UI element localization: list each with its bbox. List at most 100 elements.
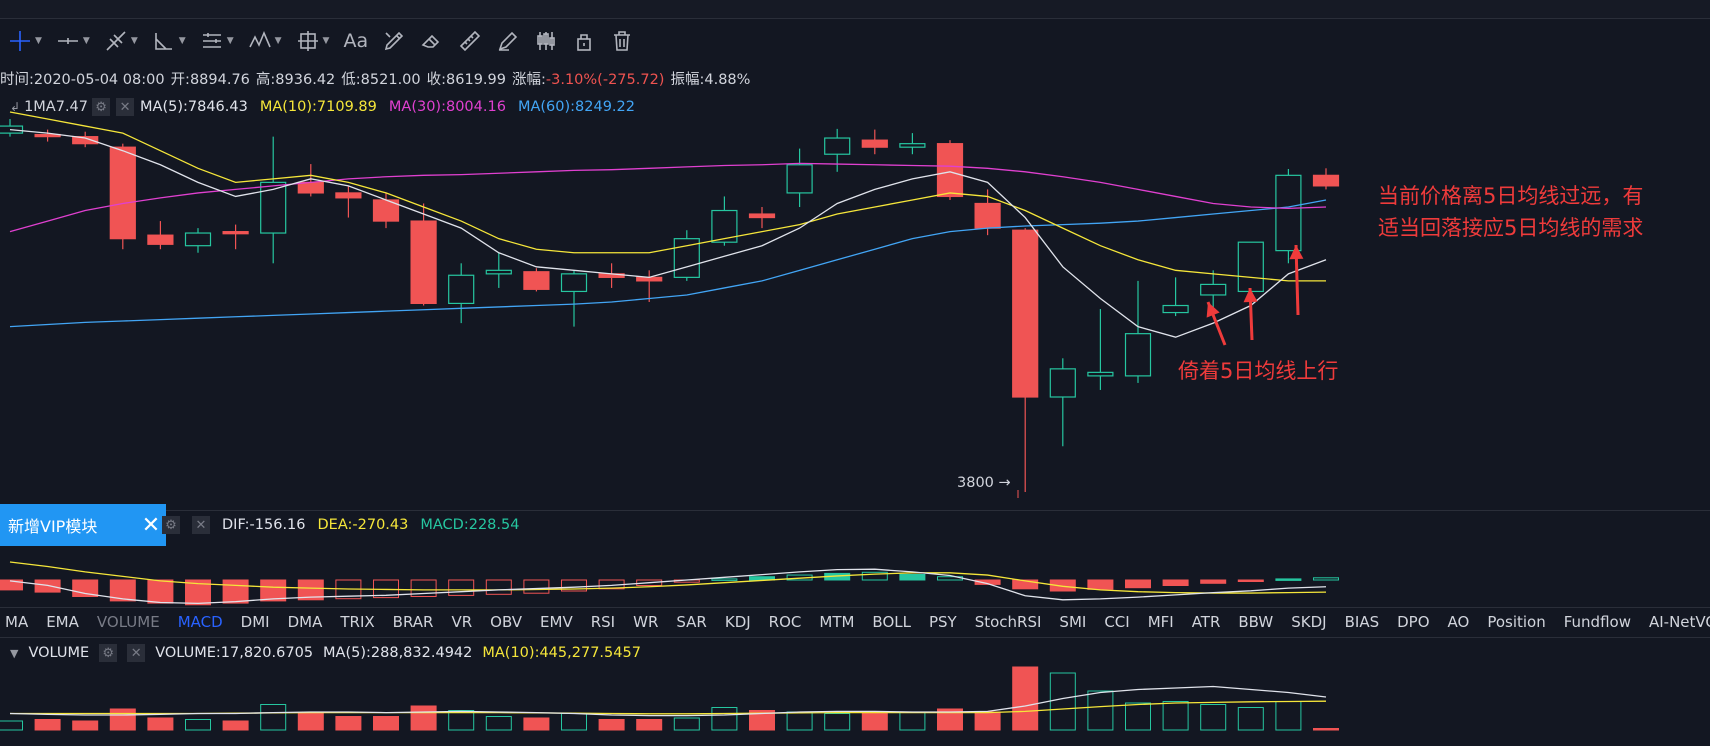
- parallel-channel-tool[interactable]: ▼: [200, 29, 234, 53]
- ma-legend: ↲ 1MA7.47 ⚙ ✕ MA(5):7846.43 MA(10):7109.…: [0, 96, 647, 118]
- angle-tool[interactable]: ▼: [152, 29, 186, 53]
- tab-bbw[interactable]: BBW: [1238, 613, 1274, 631]
- volume-bar: [1313, 728, 1339, 731]
- chevron-down-icon[interactable]: ▼: [10, 646, 19, 660]
- candle: [523, 268, 550, 292]
- candle: [899, 133, 926, 155]
- high-value: 高:8936.42: [255, 72, 336, 88]
- candle: [1200, 270, 1227, 313]
- chevron-down-icon[interactable]: ▼: [322, 36, 330, 46]
- tab-ai-netvol[interactable]: AI-NetVOL: [1648, 613, 1710, 631]
- volume-chart[interactable]: [0, 664, 1710, 746]
- brush-tool[interactable]: [382, 29, 406, 53]
- tab-ma[interactable]: MA: [5, 613, 29, 631]
- ruler-icon: [459, 30, 481, 52]
- tab-bias[interactable]: BIAS: [1344, 613, 1380, 631]
- chevron-down-icon[interactable]: ▼: [82, 36, 90, 46]
- candle-body: [34, 133, 61, 138]
- volume-bar: [72, 720, 99, 731]
- candlestick-tool[interactable]: [534, 29, 558, 53]
- tab-boll[interactable]: BOLL: [872, 613, 911, 631]
- tab-mfi[interactable]: MFI: [1147, 613, 1174, 631]
- collapse-arrow-icon[interactable]: ↲: [10, 100, 21, 114]
- tab-emv[interactable]: EMV: [540, 613, 573, 631]
- tab-fundflow[interactable]: Fundflow: [1563, 613, 1631, 631]
- lock-icon: [577, 34, 591, 51]
- volume-bar: [109, 708, 136, 731]
- annotation-right-line2: 适当回落接应5日均线的需求: [1378, 216, 1644, 240]
- tab-stochrsi[interactable]: StochRSI: [974, 613, 1042, 631]
- tab-atr[interactable]: ATR: [1191, 613, 1221, 631]
- tab-dpo[interactable]: DPO: [1397, 613, 1430, 631]
- tab-wr[interactable]: WR: [633, 613, 659, 631]
- chevron-down-icon[interactable]: ▼: [274, 36, 282, 46]
- horizontal-line-tool[interactable]: ▼: [56, 29, 90, 53]
- tab-vr[interactable]: VR: [451, 613, 473, 631]
- settings-icon[interactable]: ⚙: [92, 98, 111, 116]
- tab-sar[interactable]: SAR: [676, 613, 707, 631]
- chevron-down-icon[interactable]: ▼: [226, 36, 234, 46]
- ruler-tool[interactable]: [458, 29, 482, 53]
- candle: [1049, 358, 1076, 447]
- tab-kdj[interactable]: KDJ: [724, 613, 751, 631]
- volume-bar: [373, 716, 399, 731]
- candle-body: [974, 202, 1001, 229]
- close-icon[interactable]: ✕: [127, 644, 146, 662]
- tab-rsi[interactable]: RSI: [590, 613, 616, 631]
- wave-tool[interactable]: ▼: [248, 29, 282, 53]
- wave-icon: [248, 30, 271, 48]
- close-icon[interactable]: ✕: [141, 512, 161, 538]
- annotation-arrow: [1243, 287, 1258, 341]
- tab-obv[interactable]: OBV: [490, 613, 523, 631]
- annotation-right-line1: 当前价格离5日均线过远，有: [1378, 184, 1644, 208]
- chevron-down-icon[interactable]: ▼: [35, 36, 42, 46]
- annotation-arrow: [1289, 244, 1304, 316]
- candle-body: [335, 192, 362, 199]
- volume-bar: [786, 711, 813, 731]
- macd-chart[interactable]: [0, 540, 1710, 606]
- chevron-down-icon[interactable]: ▼: [130, 36, 138, 46]
- candle-body: [1049, 368, 1076, 398]
- tab-position[interactable]: Position: [1487, 613, 1546, 631]
- measure-tool[interactable]: ▼: [296, 29, 330, 53]
- eraser-tool[interactable]: [420, 29, 444, 53]
- tab-smi[interactable]: SMI: [1059, 613, 1087, 631]
- settings-icon[interactable]: ⚙: [162, 516, 180, 534]
- macd-histogram-bar: [974, 579, 1001, 585]
- tab-brar[interactable]: BRAR: [392, 613, 434, 631]
- macd-histogram-bar: [1275, 578, 1302, 581]
- text-icon: Aa: [343, 30, 369, 52]
- tab-cci[interactable]: CCI: [1104, 613, 1130, 631]
- tab-dmi[interactable]: DMI: [240, 613, 270, 631]
- settings-icon[interactable]: ⚙: [99, 644, 118, 662]
- tab-trix[interactable]: TRIX: [340, 613, 375, 631]
- pencil-tool[interactable]: [496, 29, 520, 53]
- text-tool[interactable]: Aa: [343, 30, 368, 52]
- vip-module-banner[interactable]: 新增VIP模块 ✕: [0, 504, 166, 546]
- tab-psy[interactable]: PSY: [928, 613, 957, 631]
- pane-separator[interactable]: [0, 637, 1710, 638]
- tab-dma[interactable]: DMA: [287, 613, 323, 631]
- tab-skdj[interactable]: SKDJ: [1291, 613, 1327, 631]
- volume-value: VOLUME:17,820.6705: [155, 645, 314, 661]
- price-chart[interactable]: [0, 110, 1710, 510]
- pane-separator[interactable]: [0, 607, 1710, 608]
- delete-tool[interactable]: [610, 29, 634, 53]
- crosshair-tool[interactable]: ▼: [8, 29, 42, 53]
- lock-tool[interactable]: [572, 29, 596, 53]
- pane-separator[interactable]: [0, 510, 1710, 511]
- macd-dea: DEA:-270.43: [317, 517, 409, 533]
- volume-bar: [34, 719, 61, 731]
- close-icon[interactable]: ✕: [192, 516, 210, 534]
- close-icon[interactable]: ✕: [116, 98, 135, 116]
- tab-macd[interactable]: MACD: [177, 613, 223, 631]
- tab-volume[interactable]: VOLUME: [96, 613, 160, 631]
- tab-ao[interactable]: AO: [1447, 613, 1470, 631]
- candle-body: [1162, 304, 1189, 314]
- chevron-down-icon[interactable]: ▼: [178, 36, 186, 46]
- tab-mtm[interactable]: MTM: [819, 613, 855, 631]
- tab-roc[interactable]: ROC: [768, 613, 802, 631]
- trend-line-tool[interactable]: ▼: [104, 29, 138, 53]
- tab-ema[interactable]: EMA: [46, 613, 79, 631]
- brush-icon: [384, 31, 404, 51]
